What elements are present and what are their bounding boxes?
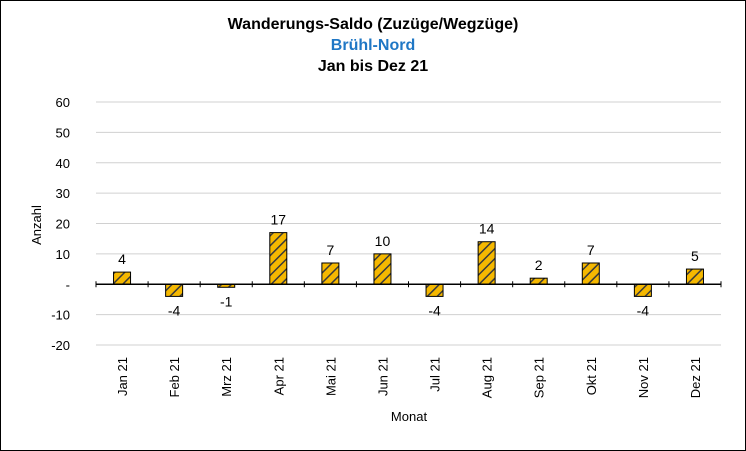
data-label: 10 bbox=[375, 233, 391, 249]
bar bbox=[529, 277, 548, 285]
y-tick-label: 60 bbox=[56, 95, 70, 110]
bar bbox=[425, 283, 444, 297]
x-tick-label: Mrz 21 bbox=[219, 357, 234, 397]
x-tick-label: Apr 21 bbox=[271, 357, 286, 395]
y-tick-label: -20 bbox=[51, 338, 70, 353]
bar bbox=[633, 283, 652, 297]
y-axis-label: Anzahl bbox=[29, 205, 44, 245]
data-label: 2 bbox=[535, 257, 543, 273]
x-axis-label: Monat bbox=[391, 409, 428, 424]
x-tick-label: Jun 21 bbox=[375, 357, 390, 396]
bar bbox=[477, 241, 496, 285]
data-label: 17 bbox=[271, 212, 287, 228]
data-label: -4 bbox=[637, 302, 650, 318]
x-tick-label: Nov 21 bbox=[636, 357, 651, 398]
chart-period: Jan bis Dez 21 bbox=[317, 58, 429, 75]
y-tick-label: -10 bbox=[51, 308, 70, 323]
bar bbox=[321, 262, 340, 285]
chart-title-block: Wanderungs-Saldo (Zuzüge/Wegzüge) Brühl-… bbox=[0, 14, 746, 77]
data-label: 14 bbox=[479, 221, 495, 237]
chart-title: Wanderungs-Saldo (Zuzüge/Wegzüge) bbox=[227, 16, 519, 33]
x-tick-label: Sep 21 bbox=[532, 357, 547, 398]
data-label: 4 bbox=[118, 251, 126, 267]
bar bbox=[113, 271, 132, 285]
y-tick-label: - bbox=[66, 277, 70, 292]
x-tick-label: Jan 21 bbox=[115, 357, 130, 396]
x-tick-label: Aug 21 bbox=[480, 357, 495, 398]
data-label: 7 bbox=[587, 242, 595, 258]
data-label: -4 bbox=[428, 302, 441, 318]
data-label: -4 bbox=[168, 302, 181, 318]
bar bbox=[165, 283, 184, 297]
y-tick-label: 50 bbox=[56, 125, 70, 140]
chart-subtitle: Brühl-Nord bbox=[330, 37, 416, 54]
bar bbox=[373, 253, 392, 285]
x-tick-label: Jul 21 bbox=[428, 357, 443, 392]
x-tick-label: Dez 21 bbox=[688, 357, 703, 398]
data-label: -1 bbox=[220, 293, 233, 309]
y-tick-label: 20 bbox=[56, 217, 70, 232]
bar bbox=[581, 262, 600, 285]
y-tick-label: 10 bbox=[56, 247, 70, 262]
y-tick-label: 30 bbox=[56, 186, 70, 201]
x-tick-label: Mai 21 bbox=[323, 357, 338, 396]
y-tick-label: 40 bbox=[56, 156, 70, 171]
data-label: 7 bbox=[326, 242, 334, 258]
data-label: 5 bbox=[691, 248, 699, 264]
bar bbox=[269, 232, 288, 285]
bar bbox=[685, 268, 704, 285]
x-tick-label: Okt 21 bbox=[584, 357, 599, 395]
x-tick-label: Feb 21 bbox=[167, 357, 182, 397]
